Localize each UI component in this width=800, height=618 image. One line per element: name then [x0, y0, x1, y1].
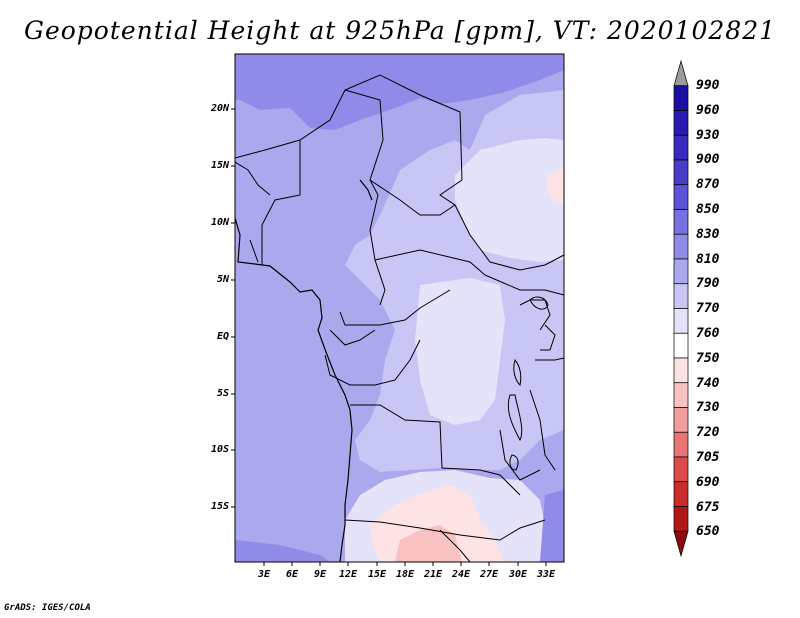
- y-tick-label: 5N: [216, 274, 229, 285]
- colorbar-segment: [673, 332, 689, 359]
- colorbar-segment: [673, 184, 689, 210]
- colorbar-segment: [673, 159, 689, 186]
- colorbar-label: 730: [696, 400, 720, 415]
- colorbar-label: 900: [696, 152, 720, 167]
- colorbar-segment: [673, 283, 689, 309]
- colorbar-label: 960: [696, 103, 720, 118]
- x-tick-label: 12E: [338, 569, 358, 580]
- colorbar-segment: [673, 258, 689, 285]
- field-sw-dark: [235, 540, 330, 562]
- colorbar-segment: [673, 431, 689, 458]
- x-tick-label: 33E: [536, 569, 556, 580]
- x-tick-label: 18E: [395, 569, 415, 580]
- colorbar-segment: [673, 382, 689, 408]
- field-south-deeper-pink: [395, 525, 462, 562]
- colorbar-label: 810: [696, 252, 720, 267]
- colorbar-label: 790: [696, 276, 720, 291]
- y-tick-label: 10S: [210, 444, 229, 455]
- colorbar-segment: [673, 110, 689, 136]
- colorbar-label: 770: [696, 301, 720, 316]
- colorbar-label: 760: [696, 326, 720, 341]
- colorbar-segment: [673, 357, 689, 384]
- x-axis-ticks: [263, 562, 547, 566]
- map-frame: [234, 53, 565, 563]
- colorbar-label: 740: [696, 376, 720, 391]
- colorbar-label: 930: [696, 128, 720, 143]
- x-tick-label: 6E: [285, 569, 299, 580]
- colorbar-label: 750: [696, 351, 720, 366]
- colorbar-segment: [673, 308, 689, 334]
- x-tick-label: 24E: [451, 569, 471, 580]
- colorbar-segment: [673, 134, 689, 161]
- y-axis-ticks: [231, 108, 235, 508]
- lakes: [507, 296, 549, 471]
- coastline: [235, 179, 373, 562]
- x-tick-label: 27E: [479, 569, 499, 580]
- colorbar-segment: [673, 456, 689, 483]
- colorbar-segment: [673, 209, 689, 235]
- colorbar-label: 850: [696, 202, 720, 217]
- colorbar-label: 870: [696, 177, 720, 192]
- colorbar-label: 650: [696, 524, 720, 539]
- field-ne-pink: [546, 168, 564, 205]
- colorbar-segment: [673, 233, 689, 260]
- colorbar-label: 690: [696, 475, 720, 490]
- y-tick-label: 15N: [210, 160, 229, 171]
- y-tick-label: 5S: [216, 388, 229, 399]
- colorbar-arrow-bottom: [673, 530, 689, 558]
- y-tick-label: 15S: [210, 501, 229, 512]
- y-tick-label: 10N: [210, 217, 229, 228]
- field-central-lightest: [415, 278, 505, 425]
- y-tick-label: 20N: [210, 103, 229, 114]
- colorbar-segment: [673, 506, 689, 532]
- height-field: [235, 54, 564, 562]
- grads-credit: GrADS: IGES/COLA: [4, 603, 91, 613]
- colorbar-label: 990: [696, 78, 720, 93]
- map-title: Geopotential Height at 925hPa [gpm], VT:…: [23, 16, 777, 45]
- colorbar-label: 675: [696, 500, 720, 515]
- y-tick-label: EQ: [216, 331, 229, 342]
- x-tick-label: 30E: [508, 569, 528, 580]
- colorbar-segment: [673, 481, 689, 507]
- colorbar-arrow-top: [673, 59, 689, 87]
- field-ne-lightest: [455, 138, 564, 262]
- colorbar: [673, 59, 689, 558]
- x-tick-label: 21E: [423, 569, 443, 580]
- x-tick-label: 9E: [313, 569, 327, 580]
- colorbar-label: 830: [696, 227, 720, 242]
- colorbar-segment: [673, 407, 689, 433]
- field-se-dark: [540, 490, 564, 562]
- colorbar-label: 720: [696, 425, 720, 440]
- field-north-low: [235, 54, 564, 130]
- x-tick-label: 3E: [257, 569, 271, 580]
- colorbar-segment: [673, 85, 689, 111]
- x-tick-label: 15E: [367, 569, 387, 580]
- colorbar-label: 705: [696, 450, 720, 465]
